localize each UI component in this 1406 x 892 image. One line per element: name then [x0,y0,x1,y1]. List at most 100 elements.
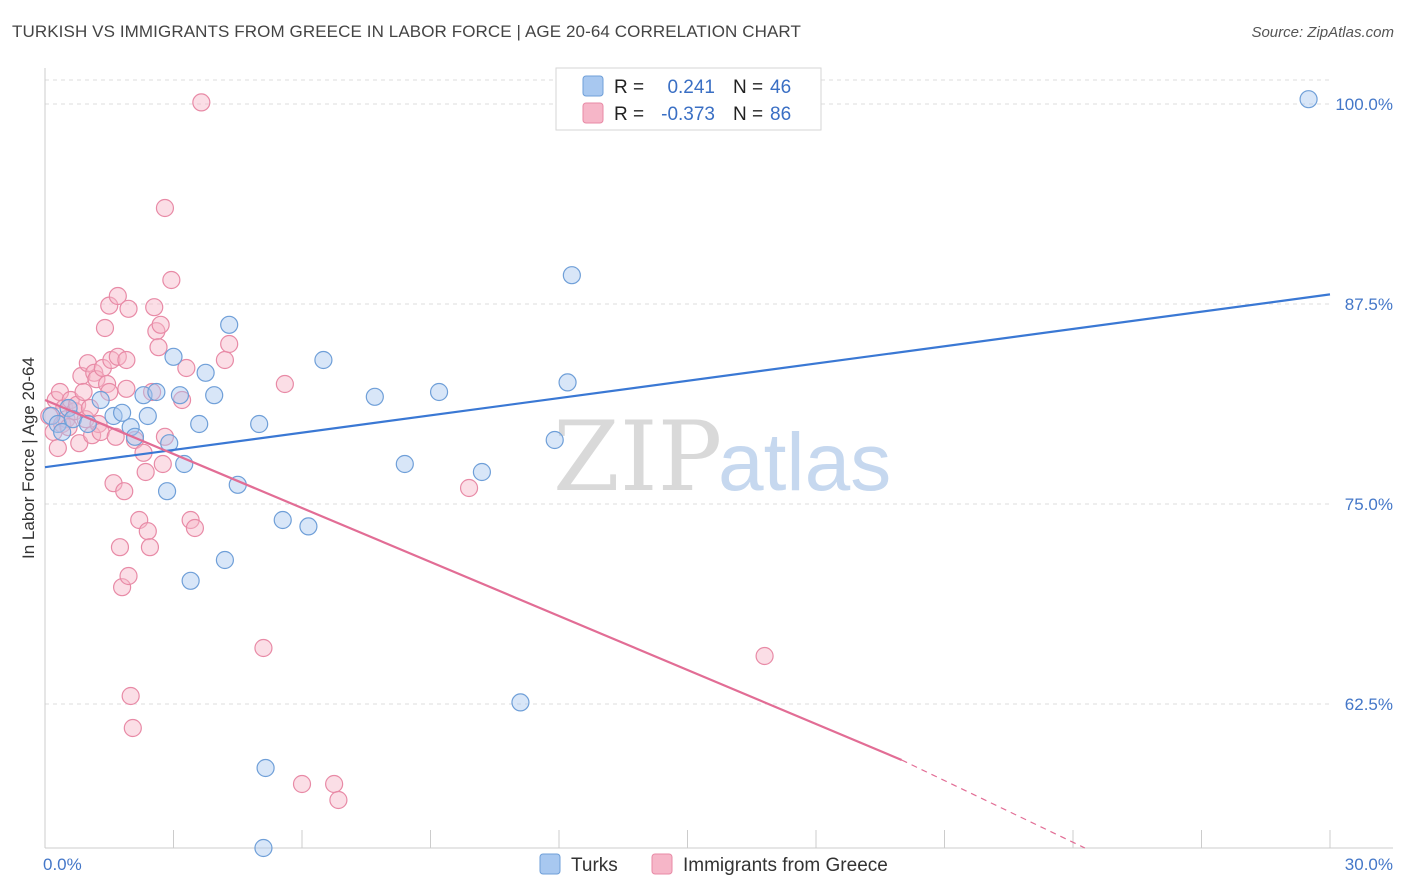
turks-point [395,454,414,474]
turks-point [112,403,132,422]
greece-point [755,646,774,666]
greece-point [119,299,138,318]
greece-point [153,454,172,474]
turks-point [1299,90,1318,109]
turks-point [273,510,292,530]
turks-point [215,550,234,570]
greece-point [110,538,130,557]
greece-point [151,315,170,334]
turks-bottom-swatch [539,853,561,875]
greece-point [215,350,234,370]
greece-point [119,566,138,586]
greece-point [138,522,157,541]
greece-trend-extension [901,759,1086,849]
greece-point [329,790,348,810]
greece-point [95,318,115,338]
turks-point [250,414,269,434]
y-tick-labels: 62.5% 75.0% 87.5% 100.0% [1335,95,1393,714]
greece-point [145,298,164,317]
greece-point [459,478,479,498]
turks-point [181,571,200,590]
greece-point [325,774,344,794]
greece-point [275,374,294,394]
greece-r-label: R = [614,104,644,125]
greece-legend-swatch [582,102,604,124]
turks-point [299,517,318,536]
greece-trend-line [44,398,903,762]
turks-point [254,838,273,858]
series-legend: Turks Immigrants from Greece [539,853,888,876]
greece-point [192,93,211,112]
turks-point [91,390,110,410]
turks-point [472,462,491,482]
turks-legend-swatch [582,75,604,97]
trend-lines [44,293,1331,849]
greece-point [162,270,181,290]
greece-point [70,434,89,453]
watermark-atlas: atlas [718,417,891,508]
turks-trend-line [44,293,1331,469]
turks-point [365,387,384,406]
y-tick-label: 87.5% [1345,295,1393,314]
greece-n-value: 86 [770,104,791,125]
greece-point [149,338,168,357]
greece-point [115,482,134,501]
x-tick-label-max: 30.0% [1345,855,1393,874]
turks-point [256,758,275,778]
stats-legend: R = 0.241 N = 46 R = -0.373 N = 86 [555,67,822,131]
greece-point [155,198,175,218]
greece-point [136,462,155,482]
axes [44,68,1393,849]
y-tick-label: 75.0% [1345,495,1393,514]
greece-point [108,286,127,306]
turks-point [205,386,224,405]
turks-point [147,382,166,402]
y-tick-label: 100.0% [1335,95,1393,114]
turks-r-value: 0.241 [667,77,715,98]
turks-n-label: N = [733,77,763,98]
turks-legend-label: Turks [571,855,618,876]
greece-point [112,578,132,597]
turks-point [53,422,72,442]
turks-point [562,266,581,285]
turks-point [314,350,333,370]
turks-point [558,373,577,392]
greece-point [177,358,196,378]
watermark-zip: ZIP [553,401,722,513]
turks-point [190,414,209,434]
turks-point [220,315,239,334]
gridlines [45,79,1330,705]
y-axis-label: In Labor Force | Age 20-64 [19,357,38,559]
greece-point [254,638,273,658]
turks-point [157,482,177,501]
greece-point [117,350,136,370]
chart-title: TURKISH VS IMMIGRANTS FROM GREECE IN LAB… [12,22,801,41]
turks-point [196,363,215,382]
turks-point [170,386,190,405]
greece-point [48,438,67,458]
greece-legend-label: Immigrants from Greece [683,855,888,876]
greece-point [87,370,106,389]
turks-point [138,406,157,426]
greece-r-value: -0.373 [661,104,715,125]
greece-point [292,774,312,794]
source-label: Source: ZipAtlas.com [1251,24,1394,41]
greece-point [74,382,93,402]
turks-r-label: R = [614,77,644,98]
turks-n-value: 46 [770,77,791,98]
greece-point [123,718,142,738]
greece-point [185,518,205,538]
greece-point [121,686,140,706]
greece-point [117,379,136,398]
y-tick-label: 62.5% [1345,695,1393,714]
greece-point [140,538,160,557]
turks-point [429,382,449,402]
greece-point [220,334,239,354]
greece-n-label: N = [733,104,763,125]
greece-bottom-swatch [651,853,673,875]
turks-point [164,347,183,366]
turks-series [42,90,1318,858]
greece-series [40,93,774,810]
x-tick-label-min: 0.0% [43,855,82,874]
